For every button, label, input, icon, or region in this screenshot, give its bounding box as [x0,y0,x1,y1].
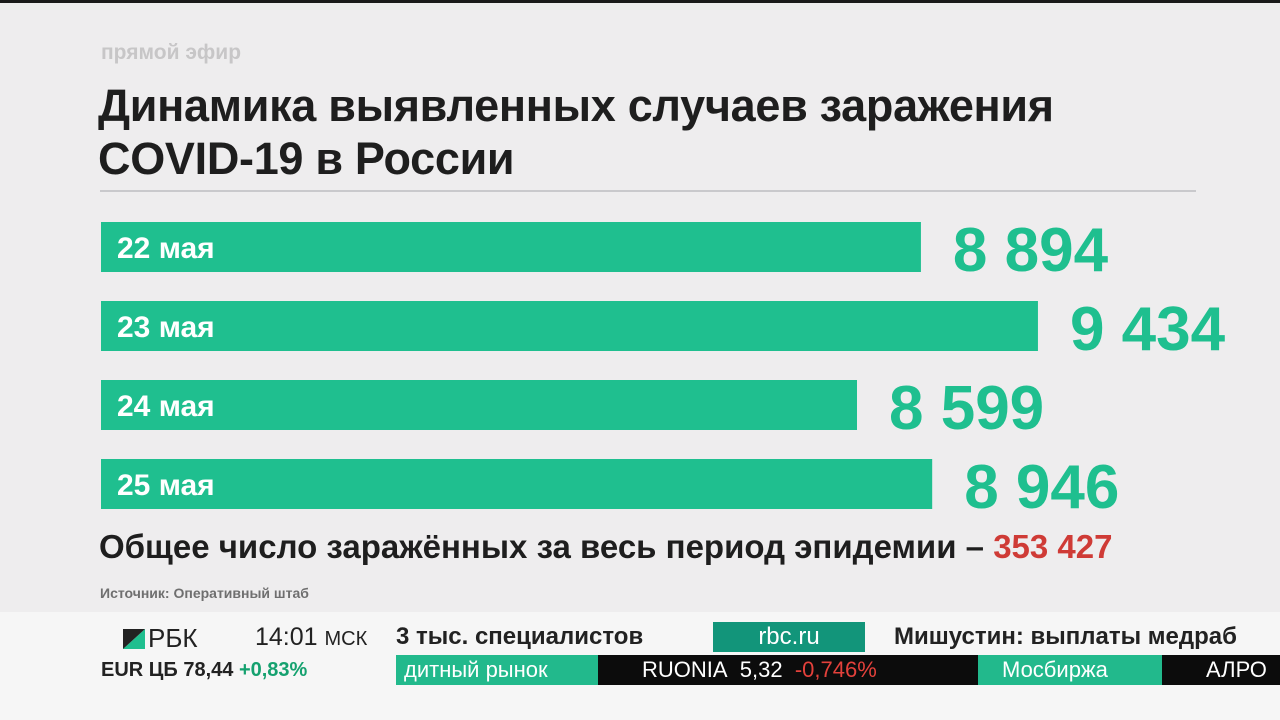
top-border [0,0,1280,3]
news-headline-right: Мишустин: выплаты медраб [894,623,1237,650]
title-divider [100,190,1196,192]
total-value: 353 427 [993,528,1113,565]
news-line: 3 тыс. специалистов rbc.ru Мишустин: вып… [396,622,1280,652]
news-headline-left: 3 тыс. специалистов [396,623,644,650]
currency-text: EUR ЦБ 78,44 [101,659,234,681]
currency-change: +0,83% [238,659,308,681]
bar-value-label: 8 894 [953,216,1109,285]
market-segment-1: дитный рынок [396,655,598,685]
rbc-logo: РБК [123,623,198,654]
total-label: Общее число заражённых за весь период эп… [99,528,985,565]
logo-text: РБК [148,623,198,653]
bar-category-label: 22 мая [117,232,215,265]
bar-value-label: 8 946 [964,453,1119,522]
ruonia-segment: RUONIA 5,32 -0,746% [598,655,978,685]
ruonia-change: -0,746% [794,657,877,682]
rbc-logo-icon [123,628,145,649]
currency-rate: EUR ЦБ 78,44 +0,83% [101,659,307,682]
chart-title: Динамика выявленных случаев заражения CO… [98,80,1054,184]
bar-value-label: 9 434 [1070,295,1226,364]
clock-timezone: МСК [324,628,368,650]
source-note: Источник: Оперативный штаб [100,585,309,601]
bar-category-label: 25 мая [117,469,215,502]
news-ticker: РБК 14:01 МСК EUR ЦБ 78,44 +0,83% 3 тыс.… [0,612,1280,720]
bar-3 [101,380,857,430]
market-line: дитный рынок RUONIA 5,32 -0,746% Мосбирж… [396,655,1280,685]
bar-1 [101,222,921,272]
bar-category-label: 23 мая [117,311,215,344]
clock: 14:01 МСК [255,623,367,652]
stock-segment: АЛРО [1162,655,1280,685]
total-cases-line: Общее число заражённых за весь период эп… [99,528,1113,566]
live-label: прямой эфир [101,41,242,64]
ruonia-label: RUONIA [642,657,728,682]
bar-4 [101,459,933,509]
clock-time: 14:01 [255,623,318,651]
bar-category-label: 24 мая [117,390,215,423]
ruonia-value: 5,32 [739,657,783,682]
exchange-segment: Мосбиржа [978,655,1162,685]
bar-value-label: 8 599 [889,374,1044,443]
site-badge: rbc.ru [713,622,865,652]
bar-2 [101,301,1038,351]
